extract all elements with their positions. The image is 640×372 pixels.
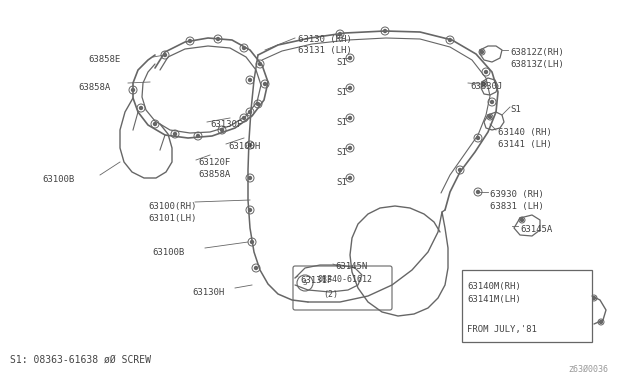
FancyBboxPatch shape bbox=[462, 270, 592, 342]
Circle shape bbox=[298, 279, 301, 282]
Circle shape bbox=[349, 176, 351, 180]
Text: 63100(RH): 63100(RH) bbox=[148, 202, 196, 211]
Circle shape bbox=[593, 296, 595, 299]
Text: S1: S1 bbox=[336, 88, 347, 97]
Circle shape bbox=[483, 83, 486, 86]
Circle shape bbox=[484, 71, 488, 74]
Text: 63101(LH): 63101(LH) bbox=[148, 214, 196, 223]
Text: S1: S1 bbox=[336, 118, 347, 127]
Text: 63140 (RH): 63140 (RH) bbox=[498, 128, 552, 137]
Text: 63131 (LH): 63131 (LH) bbox=[298, 46, 352, 55]
Text: 63858A: 63858A bbox=[198, 170, 230, 179]
Circle shape bbox=[349, 57, 351, 60]
Text: FROM JULY,'81: FROM JULY,'81 bbox=[467, 325, 537, 334]
Circle shape bbox=[490, 100, 493, 103]
Text: 63120F: 63120F bbox=[198, 158, 230, 167]
Text: 63830J: 63830J bbox=[470, 82, 502, 91]
Text: 63130 (RH): 63130 (RH) bbox=[298, 35, 352, 44]
Text: 63858E: 63858E bbox=[88, 55, 120, 64]
Text: S1: 08363-61638 øØ SCREW: S1: 08363-61638 øØ SCREW bbox=[10, 355, 151, 365]
Circle shape bbox=[481, 51, 483, 54]
Circle shape bbox=[255, 266, 257, 269]
Circle shape bbox=[248, 78, 252, 81]
Circle shape bbox=[339, 32, 342, 35]
Text: 63930 (RH): 63930 (RH) bbox=[490, 190, 544, 199]
Circle shape bbox=[477, 190, 479, 193]
Circle shape bbox=[131, 89, 134, 92]
Circle shape bbox=[250, 241, 253, 244]
Circle shape bbox=[140, 106, 143, 109]
Text: 63141M(LH): 63141M(LH) bbox=[467, 295, 521, 304]
Circle shape bbox=[349, 87, 351, 90]
Circle shape bbox=[196, 135, 200, 138]
Text: 63130F: 63130F bbox=[210, 120, 243, 129]
Circle shape bbox=[383, 29, 387, 32]
Circle shape bbox=[248, 176, 252, 180]
Text: 63100B: 63100B bbox=[42, 175, 74, 184]
Text: S1: S1 bbox=[510, 105, 521, 114]
Circle shape bbox=[349, 147, 351, 150]
Text: 63145A: 63145A bbox=[520, 225, 552, 234]
Circle shape bbox=[264, 83, 266, 86]
Circle shape bbox=[243, 46, 246, 49]
Circle shape bbox=[349, 116, 351, 119]
Text: 63131F: 63131F bbox=[300, 276, 332, 285]
Circle shape bbox=[257, 103, 259, 106]
Text: 63858A: 63858A bbox=[78, 83, 110, 92]
Circle shape bbox=[163, 54, 166, 57]
Text: S1: S1 bbox=[336, 178, 347, 187]
Text: 63813Z(LH): 63813Z(LH) bbox=[510, 60, 564, 69]
Text: S1: S1 bbox=[336, 58, 347, 67]
Circle shape bbox=[458, 169, 461, 171]
Circle shape bbox=[216, 38, 220, 41]
Text: (2): (2) bbox=[323, 289, 338, 298]
Text: 63100H: 63100H bbox=[228, 142, 260, 151]
Circle shape bbox=[477, 137, 479, 140]
Circle shape bbox=[488, 115, 492, 119]
Text: Ζ63Ø0036: Ζ63Ø0036 bbox=[568, 365, 608, 372]
Circle shape bbox=[520, 218, 524, 221]
FancyBboxPatch shape bbox=[293, 266, 392, 310]
Text: 63140M(RH): 63140M(RH) bbox=[467, 282, 521, 291]
Circle shape bbox=[248, 144, 252, 147]
Circle shape bbox=[600, 321, 602, 324]
Text: 63100B: 63100B bbox=[152, 248, 184, 257]
Text: 63141 (LH): 63141 (LH) bbox=[498, 140, 552, 149]
Text: 08340-61612: 08340-61612 bbox=[317, 276, 372, 285]
Circle shape bbox=[353, 270, 356, 273]
Circle shape bbox=[189, 39, 191, 42]
Text: 63831 (LH): 63831 (LH) bbox=[490, 202, 544, 211]
Circle shape bbox=[449, 38, 451, 42]
Text: S1: S1 bbox=[336, 148, 347, 157]
Circle shape bbox=[221, 128, 223, 131]
Text: 63812Z(RH): 63812Z(RH) bbox=[510, 48, 564, 57]
Circle shape bbox=[248, 110, 252, 113]
Circle shape bbox=[173, 132, 177, 135]
Circle shape bbox=[154, 122, 157, 125]
Text: S: S bbox=[303, 280, 307, 286]
Text: 63145N: 63145N bbox=[335, 262, 367, 271]
Text: 63130H: 63130H bbox=[192, 288, 224, 297]
Circle shape bbox=[248, 208, 252, 212]
Circle shape bbox=[259, 62, 262, 65]
Circle shape bbox=[243, 116, 246, 119]
